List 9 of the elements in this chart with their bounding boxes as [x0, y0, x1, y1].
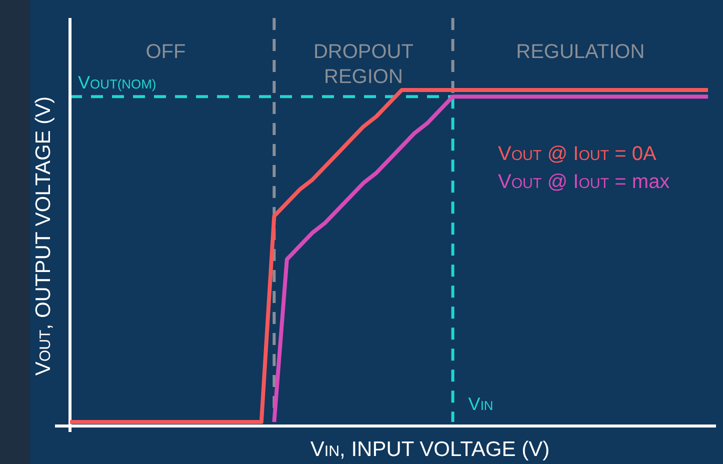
- text: REGULATION: [516, 41, 645, 63]
- text: OFF: [146, 41, 186, 63]
- text: VOUT @ IOUT = max: [498, 171, 670, 193]
- text: VOUT @ IOUT = 0A: [498, 143, 658, 165]
- x-axis-title: VIN, INPUT VOLTAGE (V): [310, 438, 550, 461]
- ref-line-label: VOUT(NOM): [78, 72, 156, 93]
- text: DROPOUT REGION: [313, 41, 414, 88]
- y-axis-title: VOUT, OUTPUT VOLTAGE (V): [32, 96, 55, 376]
- annotation: VIN: [468, 394, 494, 414]
